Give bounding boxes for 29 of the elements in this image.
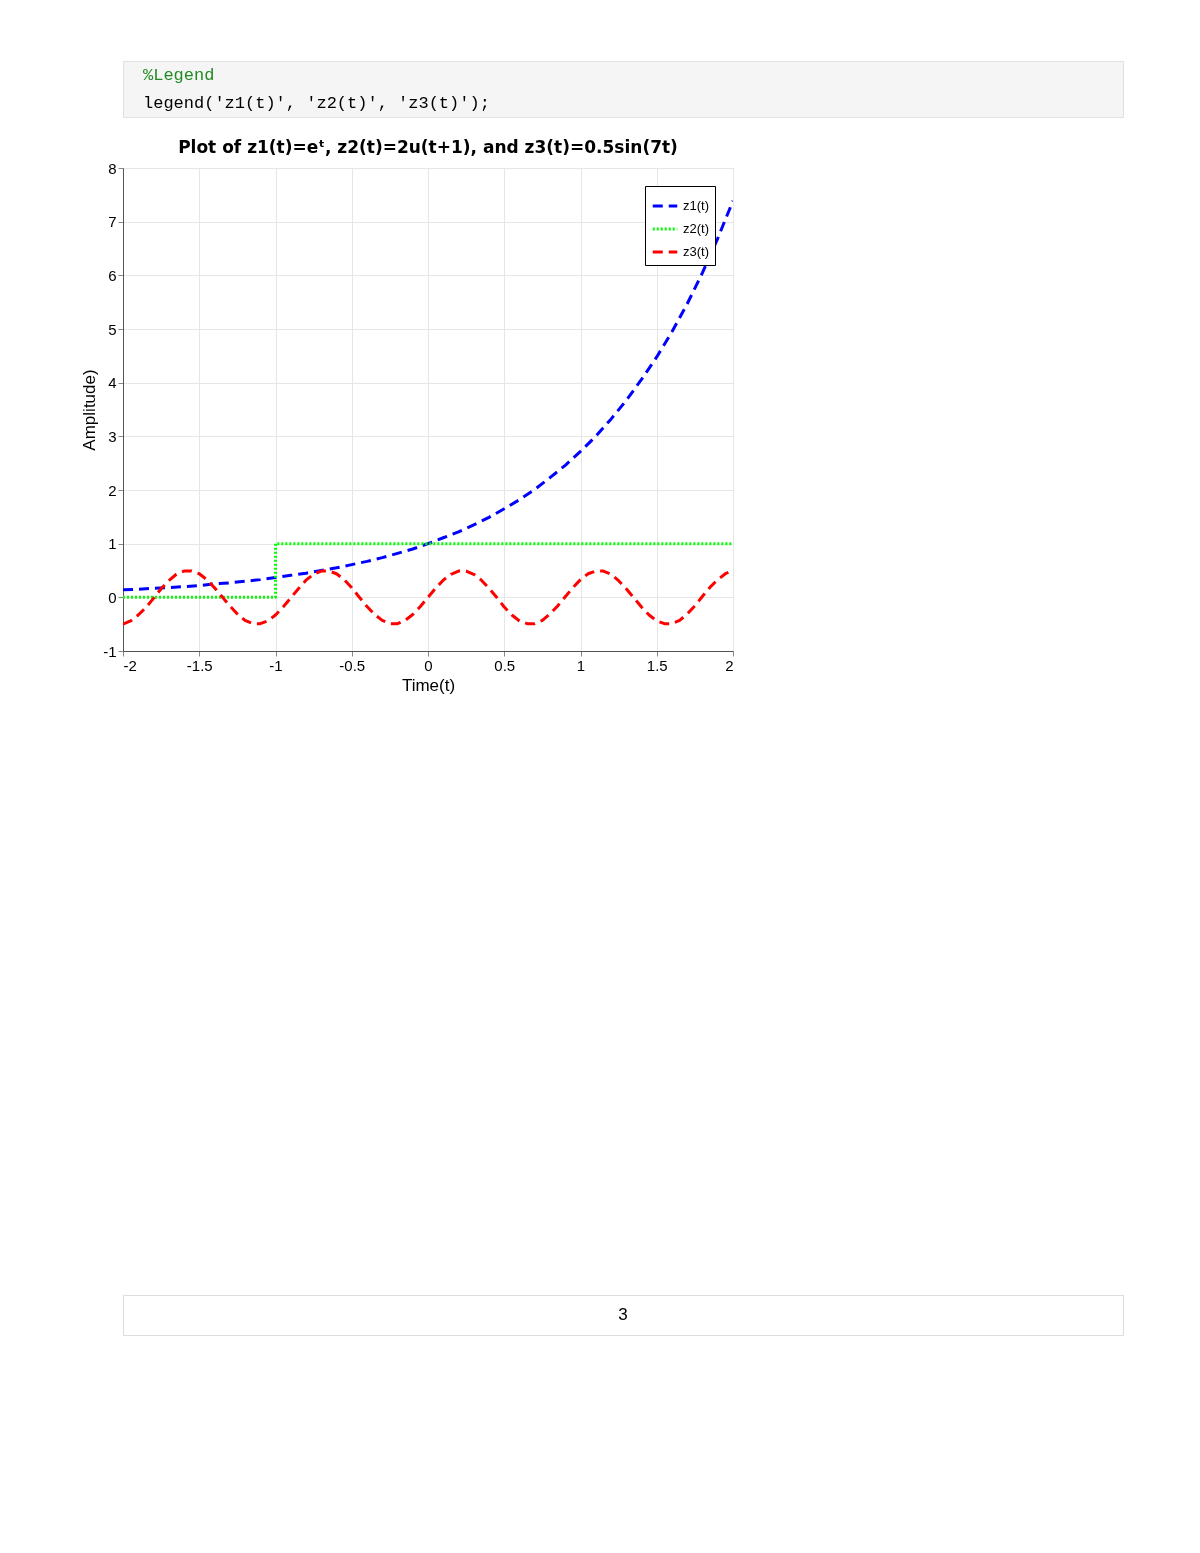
x-tick-label: -1.5	[186, 656, 213, 674]
y-tick-label: 0	[108, 588, 117, 606]
y-tick-label: 1	[108, 535, 117, 553]
legend-label: z1(t)	[683, 198, 709, 213]
x-tick-label: -1	[269, 656, 283, 674]
y-tick-label: 6	[108, 266, 117, 284]
x-tick-label: 0.5	[494, 656, 516, 674]
x-tick-label: 1.5	[646, 656, 668, 674]
y-tick-label: -1	[103, 642, 117, 660]
y-tick-label: 3	[108, 427, 117, 445]
y-tick-label: 8	[108, 159, 117, 177]
x-axis-title: Time(t)	[401, 675, 456, 695]
legend-label: z2(t)	[683, 221, 709, 236]
y-tick-label: 7	[108, 213, 117, 231]
y-tick-label: 5	[108, 320, 117, 338]
x-tick-label: -2	[123, 656, 137, 674]
y-tick-label: 4	[108, 374, 117, 392]
x-tick-label: 0	[424, 656, 433, 674]
x-tick-label: 1	[576, 656, 586, 674]
y-tick-label: 2	[108, 481, 117, 499]
text: %Legend	[143, 66, 215, 85]
legend-label: z3(t)	[683, 244, 709, 259]
y-axis-title: Amplitude)	[80, 369, 100, 451]
chart-title: Plot of z1(t)=eᵗ, z2(t)=2u(t+1), and z3(t)=0.5sin(7t)	[178, 137, 678, 157]
text: 3	[618, 1305, 628, 1324]
x-tick-label: 2	[725, 656, 734, 674]
text: legend('z1(t)', 'z2(t)', 'z3(t)');	[143, 94, 490, 113]
x-tick-label: -0.5	[339, 656, 366, 674]
line-series	[123, 199, 733, 592]
